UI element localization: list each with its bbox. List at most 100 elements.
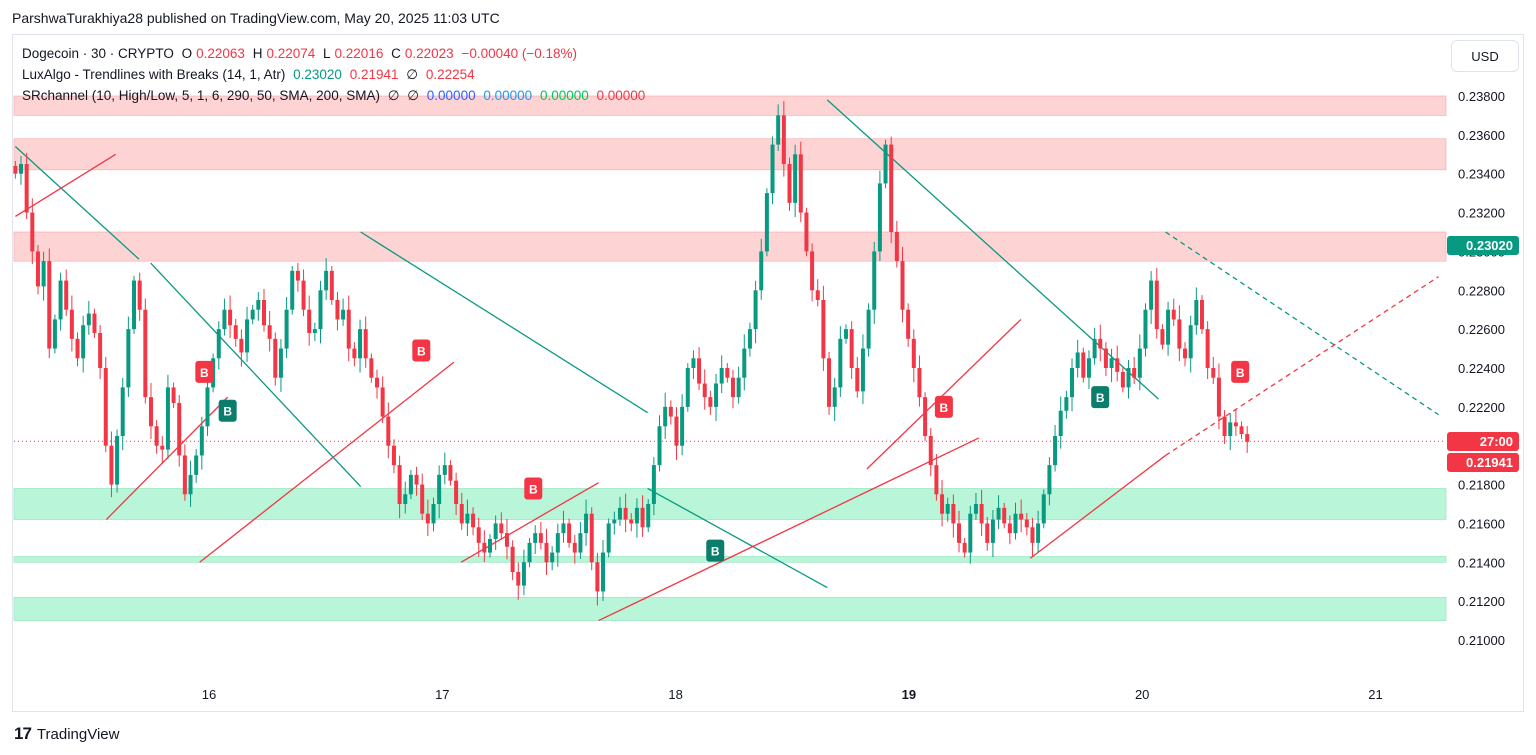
x-tick-label: 20 (1135, 687, 1149, 702)
trendline (826, 99, 1159, 400)
candle-body (612, 519, 617, 524)
change-value: −0.00040 (−0.18%) (461, 46, 578, 61)
time-axis: 16 17 18 19 20 21 (202, 687, 1383, 702)
candle-body (1047, 465, 1052, 495)
candle-body (1194, 300, 1199, 326)
candle-body (691, 358, 696, 368)
y-tick-label: 0.22400 (1458, 361, 1505, 376)
candle-body (900, 261, 905, 310)
candle-body (1233, 422, 1238, 427)
close-value: 0.22023 (404, 46, 454, 61)
candle-body (35, 251, 40, 287)
candle-body (148, 397, 153, 427)
symbol-name[interactable]: Dogecoin · 30 · CRYPTO (22, 46, 174, 61)
y-tick-label: 0.22600 (1458, 322, 1505, 337)
candle-body (1137, 348, 1142, 378)
candle-body (115, 436, 120, 485)
candle-body (1070, 368, 1075, 398)
candle-body (1222, 416, 1227, 436)
candle-body (872, 251, 877, 310)
candle-body (906, 309, 911, 339)
buy-signal-badge (706, 539, 725, 562)
candle-body (1019, 513, 1024, 520)
candle-body (295, 270, 300, 281)
candle-body (945, 504, 950, 514)
indicator-value-2: 0.21941 (349, 67, 399, 82)
candle-body (567, 523, 572, 543)
candle-body (177, 402, 182, 456)
candle-body (1092, 338, 1097, 359)
footer-brand[interactable]: 17 TradingView (14, 724, 119, 744)
signal-label: B (529, 482, 538, 496)
y-tick-label: 0.22200 (1458, 400, 1505, 415)
signal-label: B (417, 345, 426, 359)
candle-body (380, 387, 385, 417)
candle-body (420, 484, 425, 514)
candle-body (318, 290, 323, 330)
indicator-name[interactable]: SRchannel (10, High/Low, 5, 1, 6, 290, 5… (22, 88, 380, 103)
candle-body (52, 319, 57, 349)
candle-body (1098, 338, 1103, 349)
x-tick-label: 17 (435, 687, 449, 702)
candle-body (120, 387, 125, 436)
y-tick-label: 0.21200 (1458, 594, 1505, 609)
candle-body (1126, 368, 1131, 388)
candle-body (719, 368, 724, 384)
candle-body (86, 313, 91, 326)
countdown-tag: 27:00 (1447, 432, 1519, 451)
signal-label: B (940, 401, 949, 415)
resistance-zone (13, 138, 1447, 171)
candle-body (934, 465, 939, 495)
candle-body (1086, 358, 1091, 378)
candle-body (98, 333, 103, 368)
candle-body (329, 270, 334, 300)
sell-signal-badge (412, 339, 431, 362)
candle-body (866, 309, 871, 349)
candle-body (188, 474, 193, 495)
candle-body (154, 426, 159, 446)
indicator-value-2: 0.00000 (483, 88, 533, 103)
candle-body (19, 164, 24, 174)
low-label: L (323, 46, 331, 61)
currency-button[interactable]: USD (1451, 40, 1519, 72)
candle-body (171, 387, 176, 403)
candle-body (454, 480, 459, 504)
candle-body (165, 387, 170, 450)
open-label: O (181, 46, 193, 61)
indicator-value-1: 0.00000 (426, 88, 476, 103)
resistance-zone (13, 95, 1447, 116)
candle-body (312, 329, 317, 334)
indicator-value-1: 0.23020 (293, 67, 342, 82)
candle-body (629, 519, 634, 524)
candle-body (194, 455, 199, 475)
candle-body (476, 527, 481, 543)
x-tick-label: 21 (1368, 687, 1382, 702)
candle-body (860, 348, 865, 392)
candle-body (109, 445, 114, 485)
candle-body (1007, 523, 1012, 534)
candle-body (516, 572, 521, 586)
candle-body (386, 416, 391, 446)
signal-label: B (1096, 391, 1105, 405)
candle-body (256, 300, 261, 310)
buy-signal-badge (1091, 386, 1110, 409)
sell-signal-badge (195, 360, 214, 383)
close-label: C (391, 46, 401, 61)
resistance-zone (13, 231, 1447, 262)
candle-body (973, 504, 978, 514)
candle-body (747, 329, 752, 349)
indicator-name[interactable]: LuxAlgo - Trendlines with Breaks (14, 1,… (22, 67, 286, 82)
x-tick-label: 16 (202, 687, 216, 702)
candle-body (182, 455, 187, 495)
candle-body (1245, 434, 1250, 442)
y-tick-label: 0.21000 (1458, 633, 1505, 648)
candle-body (589, 513, 594, 563)
candle-body (471, 513, 476, 528)
candle-body (979, 504, 984, 524)
candle-body (442, 465, 447, 475)
candle-body (199, 426, 204, 456)
candle-body (1064, 397, 1069, 411)
publisher-line: ParshwaTurakhiya28 published on TradingV… (12, 10, 500, 26)
candle-body (1205, 329, 1210, 368)
